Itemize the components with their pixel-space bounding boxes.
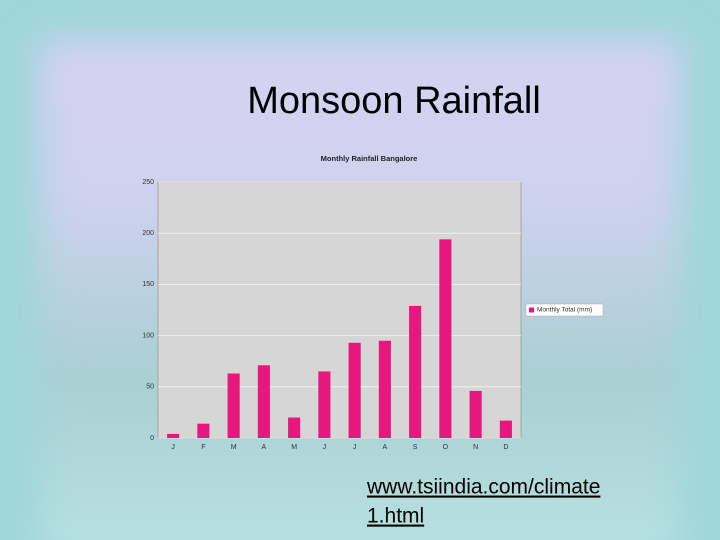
x-tick-label: S bbox=[413, 444, 418, 451]
x-tick-label: A bbox=[262, 444, 267, 451]
bar bbox=[499, 420, 512, 438]
source-link[interactable]: www.tsiindia.com/climate 1.html bbox=[366, 476, 600, 528]
bar bbox=[409, 305, 422, 438]
bar bbox=[348, 342, 361, 438]
x-tick-label: A bbox=[383, 444, 388, 451]
x-tick-label: N bbox=[473, 444, 478, 451]
chart-title: Monthly Rainfall Bangalore bbox=[321, 154, 418, 163]
y-tick-label: 100 bbox=[142, 332, 154, 339]
bar bbox=[439, 239, 452, 438]
x-tick-label: O bbox=[443, 444, 449, 451]
bar bbox=[378, 340, 391, 438]
bar bbox=[197, 423, 210, 438]
x-tick-label: F bbox=[201, 444, 205, 451]
y-tick-label: 0 bbox=[150, 435, 154, 442]
x-tick-label: J bbox=[353, 444, 357, 451]
bar bbox=[469, 390, 482, 438]
x-tick-label: J bbox=[323, 444, 327, 451]
bar bbox=[257, 365, 270, 438]
plot-area bbox=[157, 181, 522, 439]
link-text[interactable]: 1.html bbox=[367, 505, 424, 528]
y-tick-label: 150 bbox=[142, 281, 154, 288]
bar bbox=[318, 371, 331, 438]
y-tick-label: 200 bbox=[142, 230, 154, 237]
link-text[interactable]: www.tsiindia.com/climate bbox=[366, 476, 600, 499]
x-tick-label: M bbox=[231, 444, 237, 451]
legend-box bbox=[525, 303, 604, 317]
x-tick-label: J bbox=[171, 444, 175, 451]
x-tick-label: M bbox=[291, 444, 297, 451]
bar bbox=[167, 433, 180, 438]
y-tick-label: 50 bbox=[146, 384, 154, 391]
legend-swatch bbox=[529, 307, 534, 313]
x-tick-label: D bbox=[503, 444, 508, 451]
slide-title: Monsoon Rainfall bbox=[247, 80, 541, 122]
bar bbox=[227, 373, 240, 438]
chart: 0 50 100 150 200 250 J F M A M J J A S O N D Monthly Total… bbox=[142, 179, 604, 451]
legend-label: Monthly Total (mm) bbox=[537, 307, 592, 314]
y-tick-label: 250 bbox=[142, 179, 154, 186]
bar bbox=[288, 417, 301, 438]
